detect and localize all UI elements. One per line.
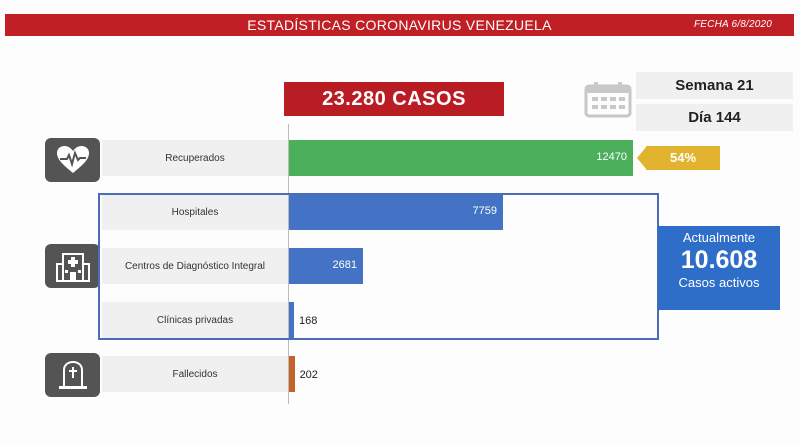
recovered-percent-badge: 54% [637, 146, 720, 170]
hospital-building-icon [45, 244, 100, 288]
category-label-cdi: Centros de Diagnóstico Integral [102, 248, 288, 284]
bar-clinicas [289, 302, 294, 338]
bar-cdi [289, 248, 363, 284]
active-cases-frame [98, 193, 659, 340]
total-cases-box: 23.280 CASOS [284, 82, 504, 116]
recovered-percent: 54% [669, 150, 697, 165]
active-cases-label: Casos activos [678, 275, 760, 290]
header-bar: ESTADÍSTICAS CORONAVIRUS VENEZUELA FECHA… [5, 14, 794, 36]
value-label-clinicas: 168 [299, 315, 318, 327]
value-label-cdi: 2681 [332, 259, 357, 271]
category-label-fallecidos: Fallecidos [102, 356, 288, 392]
bar-hospitales [289, 194, 504, 230]
heart-pulse-icon [45, 138, 100, 182]
category-label-recuperados: Recuperados [102, 140, 288, 176]
report-date: FECHA 6/8/2020 [693, 19, 772, 30]
bar-fallecidos [289, 356, 295, 392]
active-cases-box: Actualmente 10.608 Casos activos [658, 226, 780, 310]
value-label-recuperados: 12470 [596, 151, 627, 163]
tombstone-icon [45, 353, 100, 397]
category-label-hospitales: Hospitales [102, 194, 288, 230]
axis-line [288, 124, 289, 404]
week-label: Semana 21 [636, 72, 793, 99]
bar-recuperados [289, 140, 633, 176]
category-label-clinicas: Clínicas privadas [102, 302, 288, 338]
value-label-hospitales: 7759 [472, 205, 498, 217]
day-label: Día 144 [636, 104, 793, 131]
page-title: ESTADÍSTICAS CORONAVIRUS VENEZUELA [247, 17, 552, 33]
calendar-icon [584, 82, 632, 118]
active-cases-value: 10.608 [680, 246, 758, 274]
active-cases-caption: Actualmente [682, 230, 756, 245]
value-label-fallecidos: 202 [299, 369, 318, 381]
